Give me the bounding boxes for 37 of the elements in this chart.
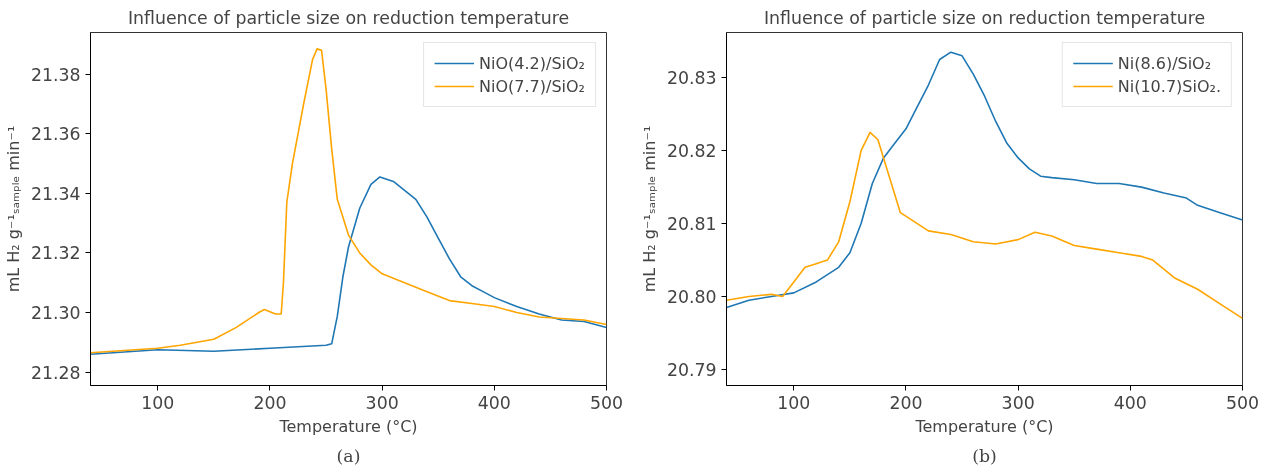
line-series [726,131,1243,320]
text: (a) [336,445,361,466]
y-tick-label: 21.36 [30,124,81,145]
y-axis-title: mL H₂ g⁻¹ₛₐₘₚₗₑ min⁻¹ [639,125,659,293]
y-axis-title: mL H₂ g⁻¹ₛₐₘₚₗₑ min⁻¹ [3,125,23,293]
x-tick-label: 400 [1113,392,1147,413]
line-series [726,51,1243,309]
y-tick-label: 20.80 [666,287,717,308]
x-tick-label: 400 [477,392,511,413]
line-series [90,48,607,354]
chart-title: Influence of particle size on reduction temperature [127,7,570,28]
y-tick-label: 20.79 [666,359,717,380]
x-tick-label: 300 [1001,392,1035,413]
x-tick-label: 500 [589,392,624,413]
y-tick-label: 20.83 [666,68,717,89]
x-tick-label: 100 [777,392,811,413]
x-tick-label: 300 [365,392,399,413]
y-tick-label: 21.30 [30,303,81,324]
y-tick-label: 21.28 [30,362,81,383]
x-axis-title: Temperature (°C) [278,416,418,436]
y-tick-label: 21.32 [30,243,81,264]
legend-label: Ni(8.6)/SiO₂ [1117,53,1212,73]
legend-label: NiO(7.7)/SiO₂ [479,76,585,96]
x-tick-label: 200 [889,392,923,413]
x-tick-label: 500 [1225,392,1260,413]
y-tick-label: 21.34 [30,183,81,204]
chart-title: Influence of particle size on reduction temperature [763,7,1206,28]
line-series [90,176,607,356]
y-tick-label: 21.38 [30,64,81,85]
y-tick-label: 20.82 [666,141,717,162]
legend-label: NiO(4.2)/SiO₂ [479,53,585,73]
x-axis-title: Temperature (°C) [914,416,1054,436]
x-tick-label: 200 [253,392,287,413]
y-tick-label: 20.81 [666,214,717,235]
text: (b) [972,445,997,466]
x-tick-label: 100 [141,392,175,413]
legend-label: Ni(10.7)SiO₂. [1117,76,1221,96]
